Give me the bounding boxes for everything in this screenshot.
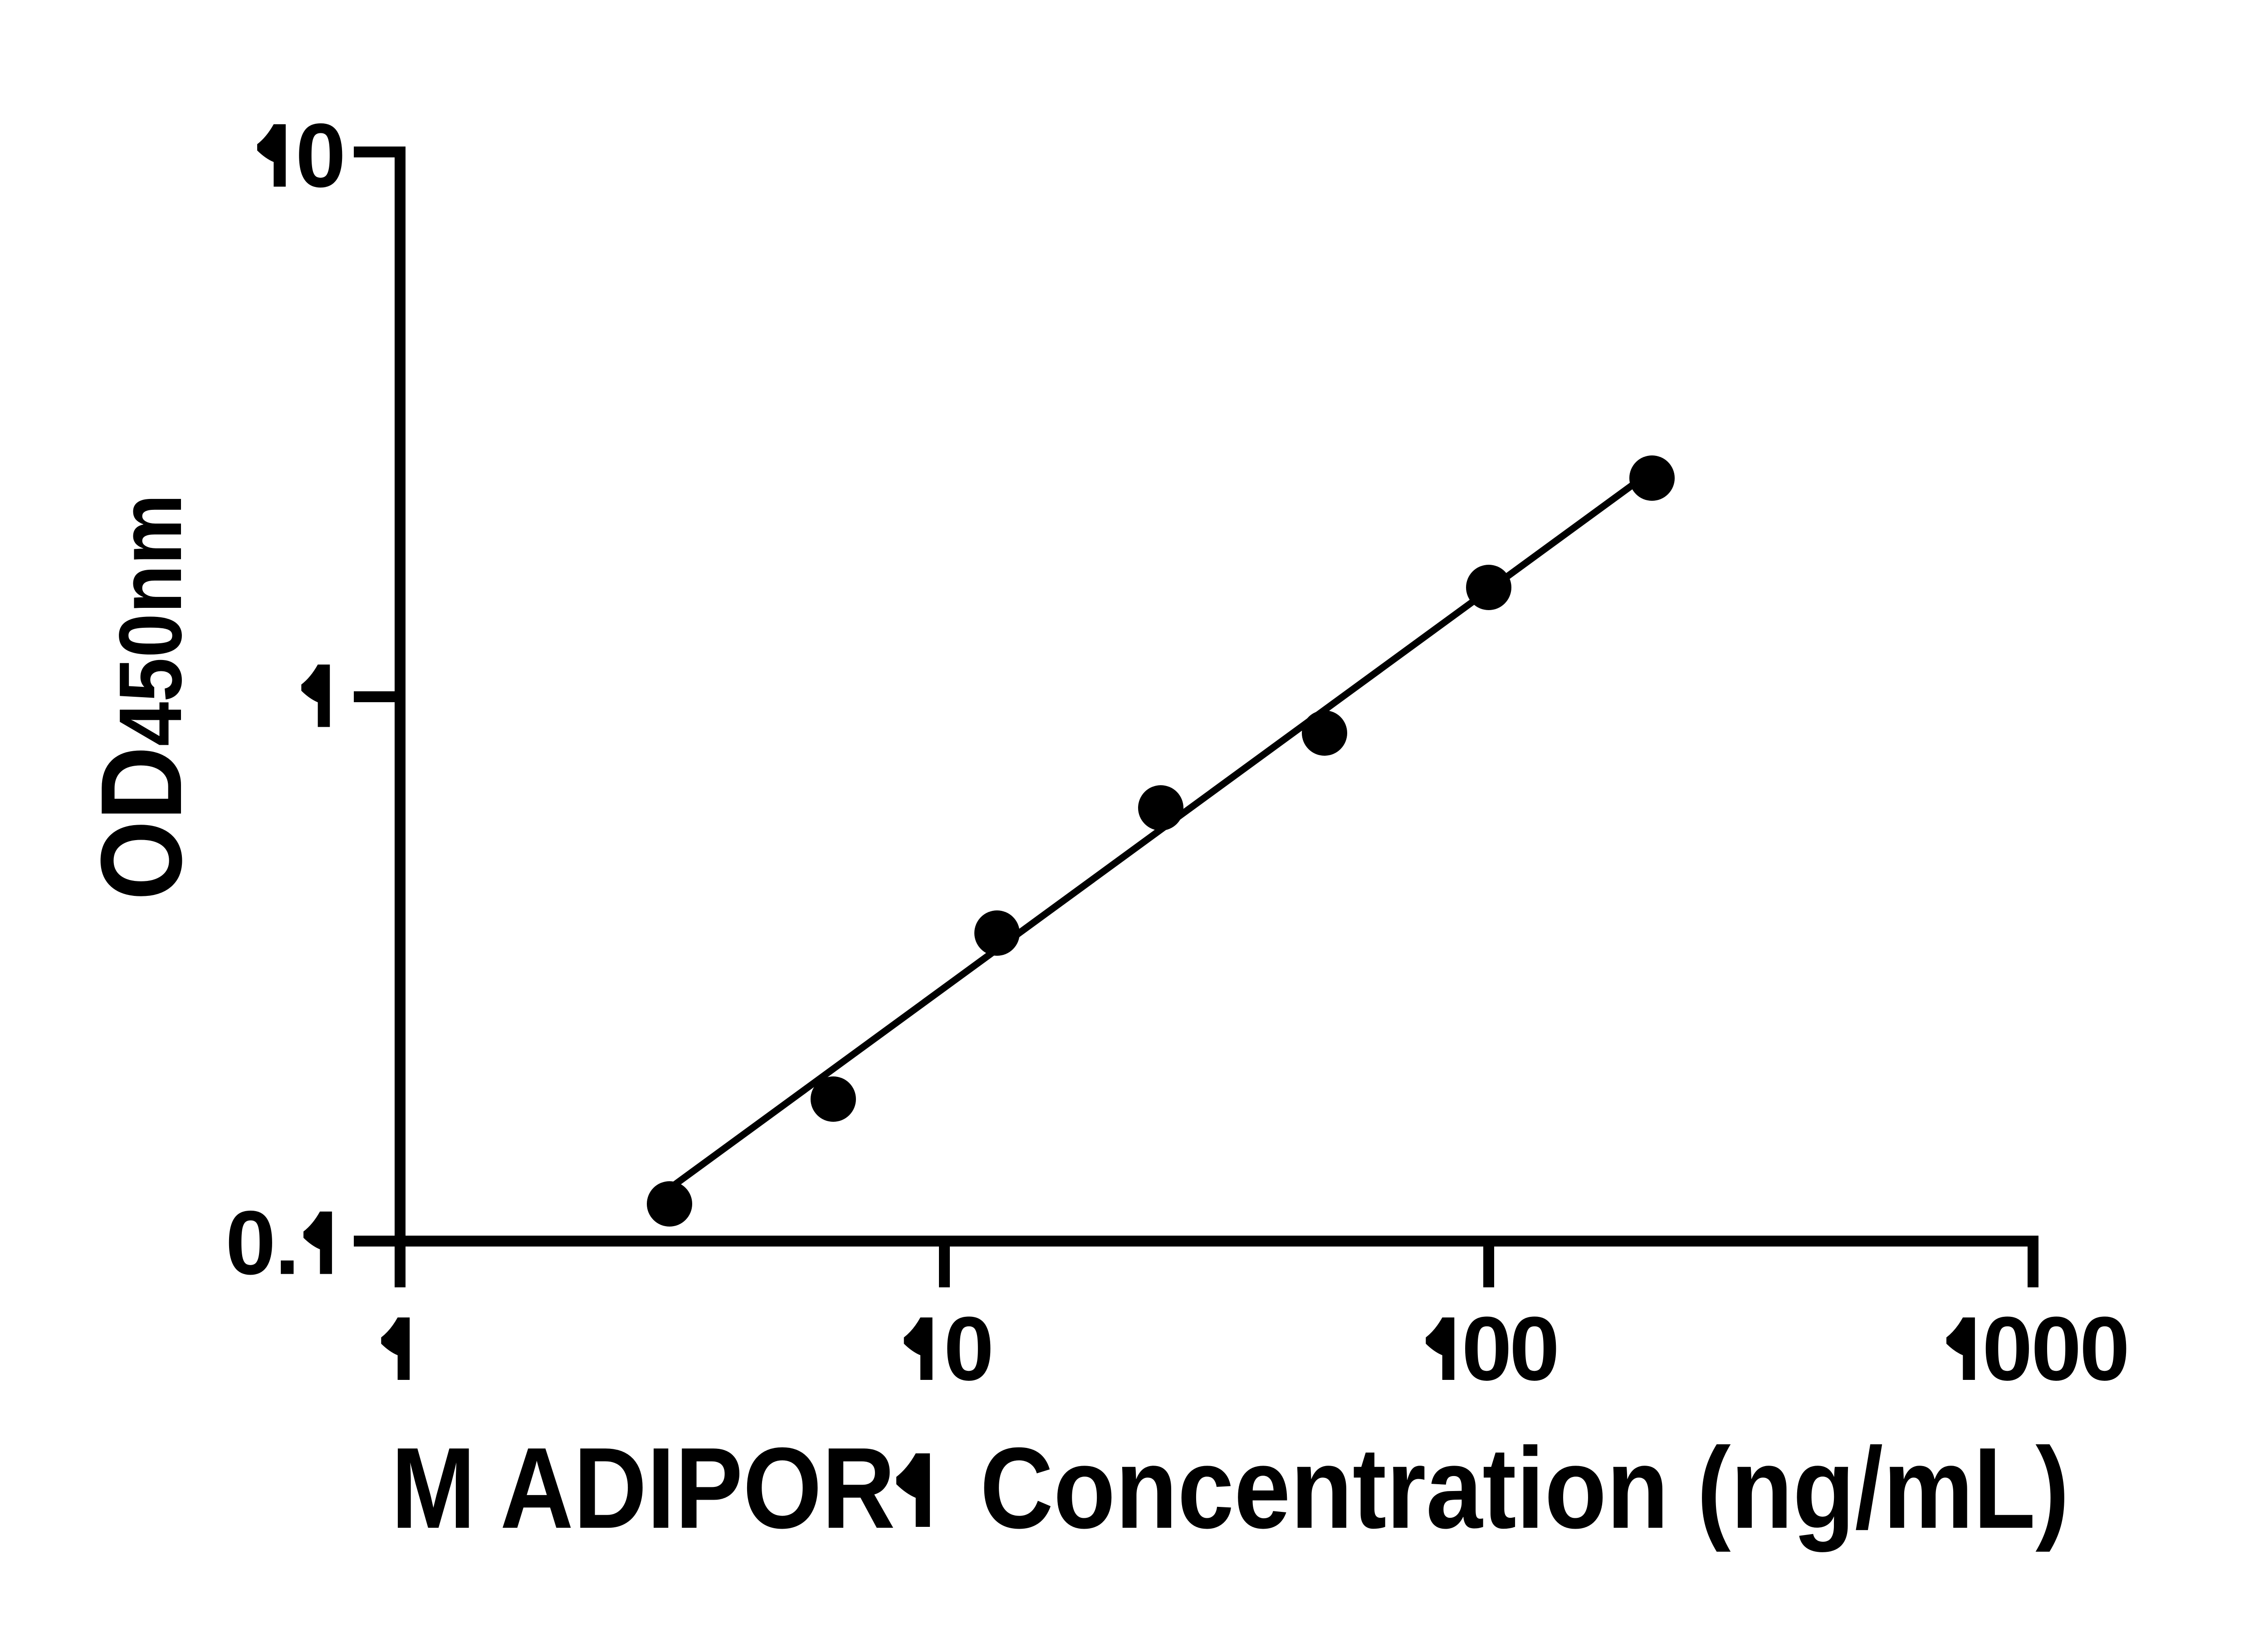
svg-text:0: 0 [1461, 1298, 1512, 1399]
svg-text:OD: OD [77, 746, 205, 900]
svg-text:0: 0 [225, 1193, 276, 1294]
svg-text:0: 0 [2079, 1298, 2130, 1399]
svg-text:0: 0 [1509, 1298, 1559, 1399]
svg-text:M ADIPOR1 Concentration (ng/mL: M ADIPOR1 Concentration (ng/mL) [391, 1423, 2069, 1552]
svg-text:0: 0 [1982, 1298, 2033, 1399]
svg-text:.: . [275, 1193, 300, 1294]
svg-text:0: 0 [295, 105, 346, 206]
svg-text:0: 0 [943, 1298, 994, 1399]
svg-text:450nm: 450nm [101, 494, 200, 746]
svg-text:0: 0 [2031, 1298, 2082, 1399]
